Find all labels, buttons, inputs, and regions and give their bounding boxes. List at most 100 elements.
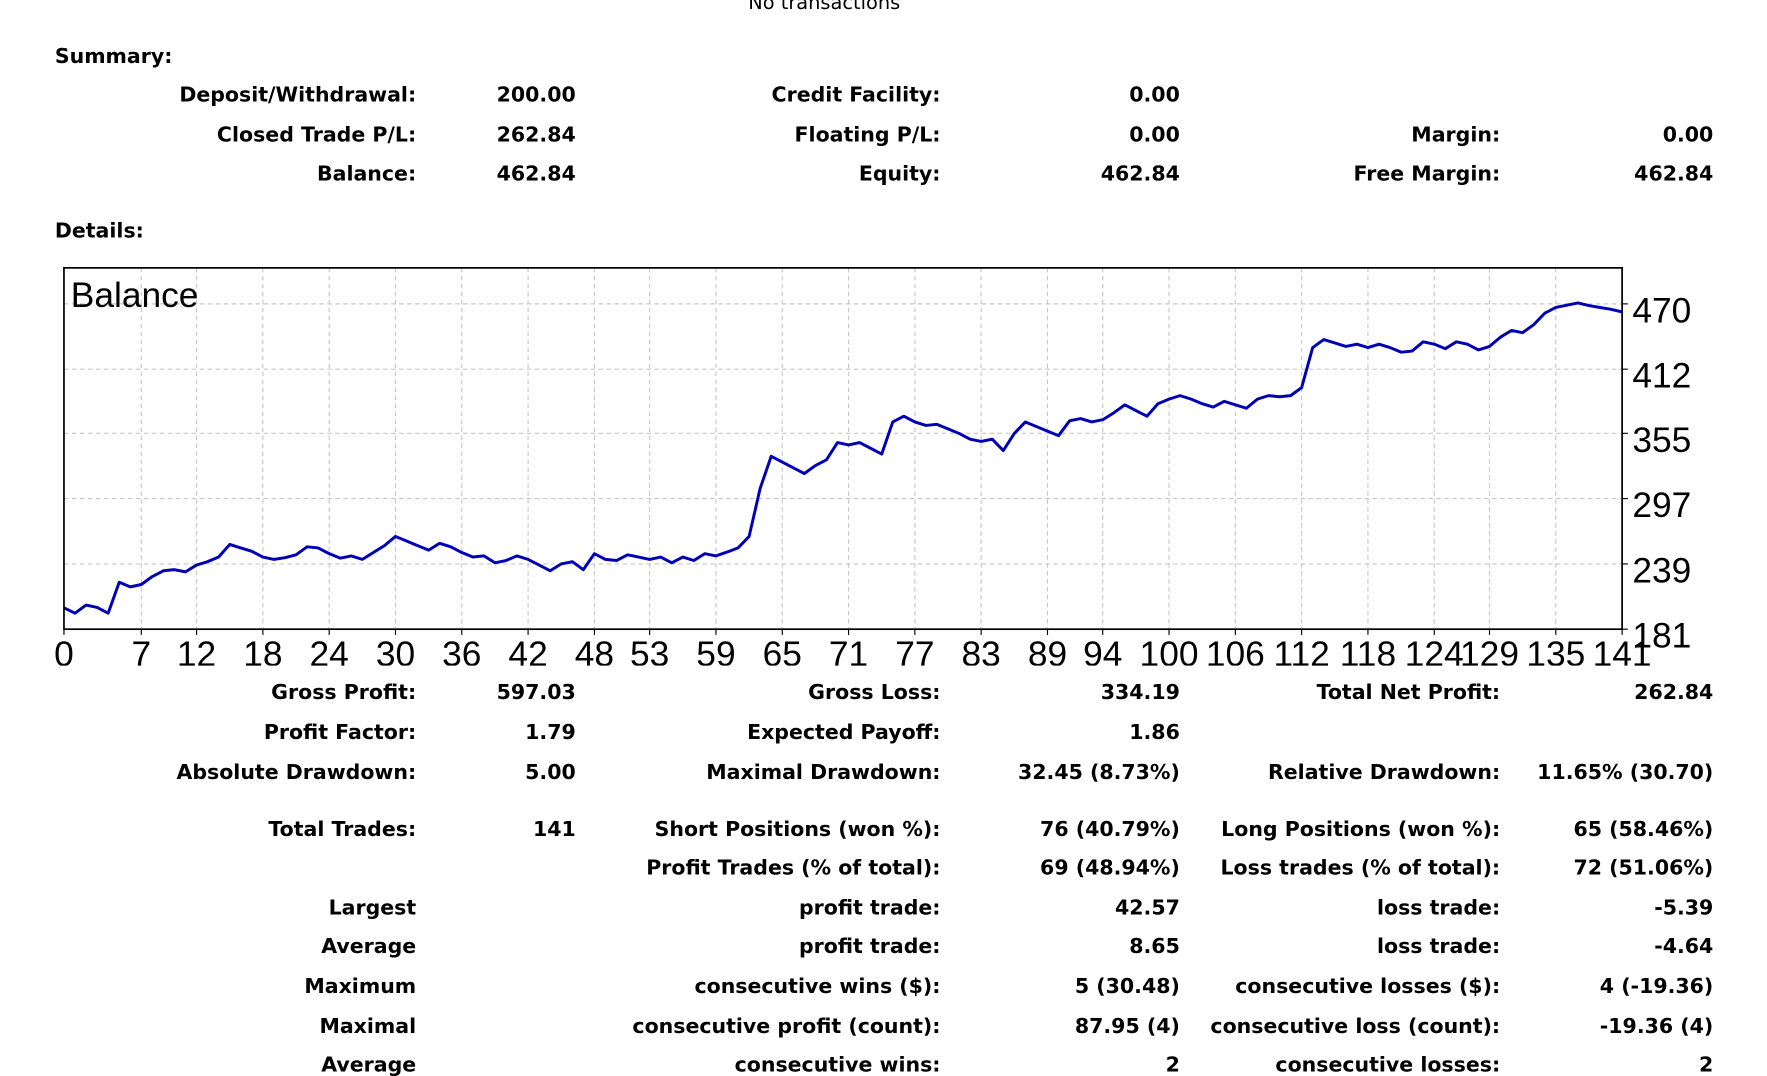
cell-label: Deposit/Withdrawal: (179, 83, 416, 107)
x-tick-label: 53 (630, 635, 669, 674)
cell-value: 32.45 (8.73%) (1018, 760, 1180, 784)
cell-label: Gross Loss: (808, 680, 940, 704)
x-tick-label: 0 (54, 635, 74, 674)
cell-label: consecutive profit (count): (632, 1014, 940, 1038)
cell-value: 5.00 (525, 760, 576, 784)
cell-label: Expected Payoff: (747, 720, 940, 744)
details-title: Details: (55, 218, 144, 242)
cell-value: 11.65% (30.70) (1537, 760, 1713, 784)
cell-value: 262.84 (497, 123, 576, 147)
cell-value: 2 (1166, 1053, 1180, 1076)
y-tick-label: 412 (1632, 357, 1691, 396)
cell-label: consecutive losses ($): (1235, 974, 1500, 998)
series (63, 301, 1623, 615)
x-tick-label: 89 (1028, 635, 1067, 674)
cell-label: Total Trades: (268, 817, 416, 841)
cell-value: 5 (30.48) (1075, 974, 1180, 998)
cell-label: Short Positions (won %): (655, 817, 941, 841)
x-tick-label: 100 (1140, 635, 1199, 674)
x-tick-label: 83 (962, 635, 1001, 674)
cell-label: Margin: (1411, 123, 1500, 147)
x-axis: 0 7 12 18 24 30 36 42 48 53 59 65 71 77 83 89 94 100 106 11… (54, 629, 1652, 674)
y-axis: 181 239 297 355 412 470 (1622, 291, 1691, 656)
cell-value: 42.57 (1115, 895, 1180, 919)
cell-value: 8.65 (1129, 934, 1180, 958)
y-tick-label: 470 (1632, 291, 1691, 330)
x-tick-label: 30 (376, 635, 415, 674)
cell-label: Relative Drawdown: (1268, 760, 1500, 784)
y-tick-label: 181 (1632, 617, 1691, 656)
cell-label: Average (321, 1053, 416, 1076)
summary-title: Summary: (55, 44, 173, 68)
cell-value: 87.95 (4) (1075, 1014, 1180, 1038)
cell-value: 72 (51.06%) (1573, 856, 1713, 880)
cell-value: 0.00 (1129, 123, 1180, 147)
cell-value: 1.86 (1129, 720, 1180, 744)
cell-label: Floating P/L: (795, 123, 941, 147)
cell-label: Maximal (319, 1014, 416, 1038)
cell-label: profit trade: (799, 934, 941, 958)
cell-value: 76 (40.79%) (1040, 817, 1180, 841)
x-tick-label: 12 (177, 635, 216, 674)
cell-label: Profit Trades (% of total): (646, 856, 940, 880)
cell-value: 462.84 (1634, 161, 1713, 185)
cell-label: Total Net Profit: (1317, 680, 1501, 704)
x-tick-label: 135 (1526, 635, 1585, 674)
x-tick-label: 118 (1340, 635, 1396, 674)
x-tick-label: 124 (1405, 635, 1464, 674)
cell-label: consecutive wins: (735, 1053, 941, 1076)
cell-label: Loss trades (% of total): (1220, 856, 1500, 880)
cell-label: Maximum (304, 974, 416, 998)
x-tick-label: 106 (1206, 635, 1265, 674)
cell-label: consecutive loss (count): (1210, 1014, 1500, 1038)
cell-value: -4.64 (1654, 934, 1713, 958)
cell-label: profit trade: (799, 895, 941, 919)
cell-label: Balance: (317, 161, 416, 185)
cell-value: 2 (1699, 1053, 1713, 1076)
cell-label: Free Margin: (1354, 161, 1501, 185)
cell-label: Average (321, 934, 416, 958)
x-tick-label: 59 (696, 635, 735, 674)
header-title: No transactions (748, 0, 900, 14)
cell-value: 0.00 (1663, 123, 1714, 147)
x-tick-label: 36 (442, 635, 481, 674)
cell-value: 462.84 (497, 161, 576, 185)
y-tick-label: 355 (1632, 421, 1691, 460)
x-tick-label: 112 (1273, 635, 1329, 674)
cell-label: Gross Profit: (271, 680, 416, 704)
x-tick-label: 48 (575, 635, 614, 674)
cell-value: 262.84 (1634, 680, 1713, 704)
x-tick-label: 77 (895, 635, 934, 674)
cell-label: Maximal Drawdown: (706, 760, 940, 784)
cell-label: Credit Facility: (772, 83, 941, 107)
x-tick-label: 71 (829, 635, 868, 674)
cell-value: -19.36 (4) (1600, 1014, 1714, 1038)
balance-line (63, 301, 1623, 615)
cell-value: 141 (533, 817, 576, 841)
cell-label: Absolute Drawdown: (176, 760, 416, 784)
cell-label: consecutive losses: (1275, 1053, 1500, 1076)
x-tick-label: 94 (1083, 635, 1122, 674)
x-tick-label: 129 (1460, 635, 1519, 674)
balance-chart: Balance 181 239 297 355 412 470 0 7 12 18 24 30 36 4… (54, 267, 1691, 674)
cell-label: Closed Trade P/L: (217, 123, 416, 147)
x-tick-label: 141 (1593, 635, 1652, 674)
cell-label: Profit Factor: (264, 720, 416, 744)
chart-title: Balance (71, 276, 199, 315)
tables: Deposit/Withdrawal: 200.00 Credit Facility… (176, 83, 1713, 1076)
y-tick-label: 239 (1632, 551, 1691, 590)
cell-value: 1.79 (525, 720, 576, 744)
cell-value: 0.00 (1129, 83, 1180, 107)
cell-value: -5.39 (1654, 895, 1713, 919)
y-tick-label: 297 (1632, 486, 1691, 525)
x-tick-label: 42 (508, 635, 547, 674)
cell-label: loss trade: (1377, 895, 1500, 919)
cell-value: 597.03 (497, 680, 576, 704)
cell-value: 200.00 (497, 83, 576, 107)
cell-value: 65 (58.46%) (1573, 817, 1713, 841)
cell-label: Equity: (859, 161, 941, 185)
cell-label: Largest (329, 895, 417, 919)
plot-area (63, 267, 1623, 630)
